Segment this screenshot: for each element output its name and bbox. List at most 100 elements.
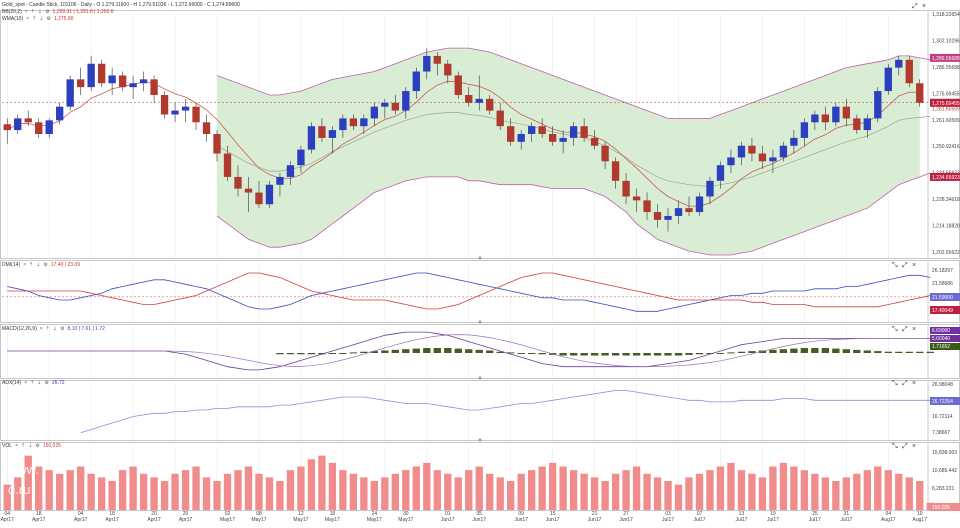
volume-bar[interactable] — [538, 466, 546, 511]
volume-bar[interactable] — [454, 477, 462, 510]
candle-up[interactable] — [45, 120, 53, 134]
volume-bar[interactable] — [811, 473, 819, 510]
candle-down[interactable] — [150, 79, 158, 95]
candle-down[interactable] — [842, 106, 851, 119]
candle-down[interactable] — [244, 188, 253, 193]
candle-up[interactable] — [56, 106, 64, 121]
volume-bar[interactable] — [664, 481, 672, 510]
candle-down[interactable] — [97, 63, 106, 84]
volume-bar[interactable] — [517, 473, 525, 510]
candle-down[interactable] — [580, 126, 588, 138]
volume-bar[interactable] — [863, 470, 871, 510]
candle-up[interactable] — [674, 208, 683, 216]
minimize-icon[interactable]: ⤡ — [892, 380, 898, 387]
candle-up[interactable] — [129, 83, 137, 88]
volume-bar[interactable] — [35, 466, 43, 511]
candle-up[interactable] — [559, 137, 567, 142]
volume-bar[interactable] — [381, 477, 389, 510]
candle-down[interactable] — [202, 122, 211, 134]
volume-bar[interactable] — [632, 466, 641, 511]
volume-bar[interactable] — [97, 477, 106, 510]
volume-bar[interactable] — [800, 470, 809, 510]
move-down-icon[interactable]: ⇣ — [36, 262, 41, 268]
volume-bar[interactable] — [832, 481, 840, 510]
candle-down[interactable] — [234, 176, 242, 189]
candle-down[interactable] — [255, 192, 263, 205]
candle-down[interactable] — [622, 180, 630, 197]
volume-bar[interactable] — [339, 470, 347, 510]
volume-bar[interactable] — [307, 459, 316, 510]
candle-up[interactable] — [381, 102, 389, 107]
maximize-icon[interactable]: ⤢ — [902, 326, 908, 333]
volume-bar[interactable] — [433, 470, 441, 510]
move-up-icon[interactable]: ⇡ — [20, 443, 26, 449]
volume-bar[interactable] — [370, 481, 379, 510]
candle-down[interactable] — [685, 208, 693, 213]
candle-up[interactable] — [779, 145, 788, 158]
volume-bar[interactable] — [265, 477, 274, 510]
volume-bar[interactable] — [685, 477, 693, 510]
close-icon[interactable]: × — [23, 262, 26, 268]
volume-bar[interactable] — [171, 473, 179, 510]
volume-bar[interactable] — [108, 481, 116, 510]
pane-splitter-handle[interactable] — [478, 320, 482, 324]
candle-up[interactable] — [695, 196, 704, 213]
candle-down[interactable] — [160, 94, 169, 115]
candle-down[interactable] — [643, 200, 651, 213]
volume-bar[interactable] — [45, 470, 53, 510]
volume-bar[interactable] — [779, 462, 788, 510]
close-icon[interactable]: × — [24, 380, 28, 386]
candle-down[interactable] — [548, 134, 557, 142]
move-up-icon[interactable]: ⇡ — [30, 380, 35, 386]
maximize-icon[interactable]: ⤢ — [902, 262, 908, 269]
candle-down[interactable] — [465, 94, 473, 103]
settings-icon[interactable]: ⚙ — [35, 443, 40, 449]
candle-up[interactable] — [569, 126, 578, 138]
volume-bar[interactable] — [66, 470, 74, 510]
candle-down[interactable] — [433, 55, 441, 64]
candle-up[interactable] — [171, 110, 179, 115]
volume-bar[interactable] — [821, 477, 830, 510]
candle-up[interactable] — [895, 59, 903, 68]
move-down-icon[interactable]: ⇣ — [39, 16, 44, 22]
volume-bar[interactable] — [790, 466, 798, 511]
candle-down[interactable] — [611, 161, 620, 181]
pane-splitter-handle[interactable] — [478, 438, 482, 442]
candle-up[interactable] — [528, 126, 536, 134]
volume-bar[interactable] — [569, 470, 578, 510]
volume-bar[interactable] — [727, 462, 735, 510]
candle-up[interactable] — [737, 145, 746, 158]
volume-bar[interactable] — [297, 466, 305, 511]
candle-up[interactable] — [87, 63, 95, 88]
candle-down[interactable] — [601, 145, 609, 162]
volume-bar[interactable] — [213, 481, 221, 510]
volume-bar[interactable] — [87, 473, 95, 510]
candle-down[interactable] — [391, 102, 399, 111]
candle-down[interactable] — [905, 59, 913, 84]
candle-up[interactable] — [14, 118, 22, 131]
move-down-icon[interactable]: ⇣ — [52, 326, 58, 332]
volume-bar[interactable] — [349, 473, 358, 510]
volume-bar[interactable] — [695, 473, 704, 510]
volume-bar[interactable] — [622, 470, 630, 510]
volume-bar[interactable] — [150, 477, 158, 510]
candle-up[interactable] — [811, 114, 819, 123]
candle-down[interactable] — [76, 79, 85, 88]
candle-down[interactable] — [35, 122, 43, 134]
move-up-icon[interactable]: ⇡ — [32, 16, 37, 22]
candle-down[interactable] — [118, 75, 127, 88]
volume-bar[interactable] — [874, 466, 882, 511]
close-icon[interactable]: × — [39, 326, 43, 332]
candle-up[interactable] — [360, 118, 368, 127]
candle-up[interactable] — [328, 130, 337, 138]
candle-down[interactable] — [24, 118, 32, 123]
candle-down[interactable] — [318, 126, 326, 138]
volume-bar[interactable] — [643, 473, 651, 510]
settings-icon[interactable]: ⚙ — [45, 9, 50, 15]
candle-down[interactable] — [538, 126, 546, 134]
candle-down[interactable] — [748, 145, 756, 154]
volume-bar[interactable] — [496, 477, 504, 510]
volume-bar[interactable] — [653, 477, 662, 510]
minimize-icon[interactable]: ⤡ — [892, 262, 898, 269]
